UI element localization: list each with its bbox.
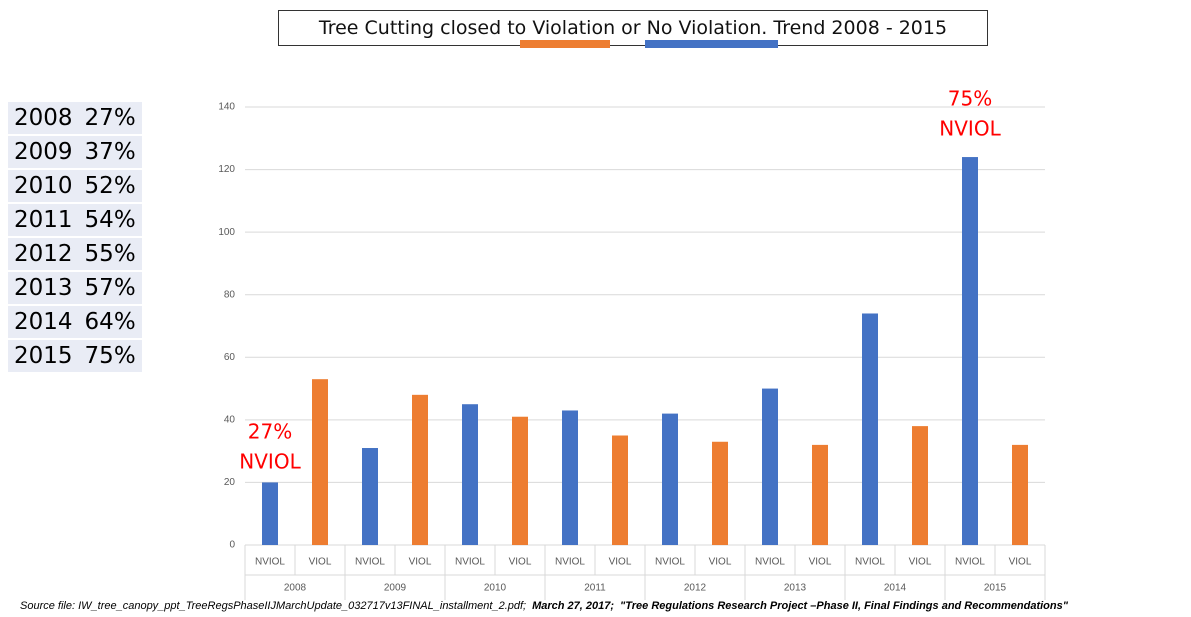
- x-tick-label: NVIOL: [855, 557, 885, 568]
- y-tick-label: 80: [224, 289, 236, 300]
- bar: [712, 441, 728, 545]
- year-cell: 2010: [8, 170, 79, 202]
- bar: [612, 435, 628, 545]
- year-cell: 2012: [8, 238, 79, 270]
- bar: [862, 313, 878, 545]
- x-tick-label: NVIOL: [255, 557, 285, 568]
- percent-cell: 52%: [78, 170, 142, 202]
- x-tick-label: VIOL: [1009, 557, 1032, 568]
- x-group-label: 2013: [784, 583, 807, 594]
- x-tick-label: NVIOL: [655, 557, 685, 568]
- x-tick-label: VIOL: [809, 557, 832, 568]
- annotation: 27%: [248, 420, 292, 444]
- x-group-label: 2014: [884, 583, 907, 594]
- year-cell: 2008: [8, 102, 79, 134]
- x-tick-label: NVIOL: [555, 557, 585, 568]
- year-cell: 2014: [8, 306, 79, 338]
- table-row: 2013 57%: [8, 272, 142, 304]
- percent-cell: 57%: [78, 272, 142, 304]
- y-tick-label: 100: [218, 227, 235, 238]
- bar: [962, 157, 978, 546]
- table-row: 2009 37%: [8, 136, 142, 168]
- x-group-label: 2012: [684, 583, 707, 594]
- legend-underline-violation: [520, 40, 610, 48]
- x-tick-label: NVIOL: [955, 557, 985, 568]
- table-row: 2012 55%: [8, 238, 142, 270]
- bar: [562, 410, 578, 545]
- percent-cell: 37%: [78, 136, 142, 168]
- y-tick-label: 140: [218, 102, 235, 113]
- y-tick-label: 0: [229, 540, 235, 551]
- x-group-label: 2008: [284, 583, 307, 594]
- annotation: NVIOL: [939, 117, 1001, 141]
- annotation: NVIOL: [239, 450, 301, 474]
- legend-underline-no-violation: [645, 40, 778, 48]
- x-tick-label: VIOL: [409, 557, 432, 568]
- y-tick-label: 120: [218, 164, 235, 175]
- x-tick-label: VIOL: [509, 557, 532, 568]
- y-tick-label: 20: [224, 477, 236, 488]
- table-row: 2011 54%: [8, 204, 142, 236]
- x-tick-label: VIOL: [709, 557, 732, 568]
- source-title: "Tree Regulations Research Project –Phas…: [620, 600, 1068, 612]
- x-group-label: 2009: [384, 583, 407, 594]
- x-group-label: 2011: [584, 583, 606, 594]
- bar: [762, 388, 778, 545]
- bar: [1012, 444, 1028, 545]
- bar: [512, 416, 528, 545]
- percent-cell: 75%: [78, 340, 142, 372]
- percent-cell: 64%: [78, 306, 142, 338]
- x-tick-label: NVIOL: [455, 557, 485, 568]
- x-tick-label: NVIOL: [755, 557, 785, 568]
- x-tick-label: VIOL: [909, 557, 932, 568]
- annotation: 75%: [948, 87, 992, 111]
- x-group-label: 2015: [984, 583, 1007, 594]
- year-cell: 2011: [8, 204, 79, 236]
- y-tick-label: 40: [224, 414, 236, 425]
- table-row: 2010 52%: [8, 170, 142, 202]
- percent-cell: 55%: [78, 238, 142, 270]
- bar: [662, 413, 678, 545]
- percent-table: 2008 27% 2009 37% 2010 52% 2011 54% 2012 55% 2013 5…: [8, 100, 142, 374]
- x-tick-label: VIOL: [609, 557, 632, 568]
- source-file: Source file: IW_tree_canopy_ppt_TreeRegs…: [20, 600, 527, 612]
- bar: [312, 379, 328, 545]
- table-row: 2015 75%: [8, 340, 142, 372]
- table-row: 2008 27%: [8, 102, 142, 134]
- year-cell: 2009: [8, 136, 79, 168]
- x-group-label: 2010: [484, 583, 507, 594]
- bar: [362, 448, 378, 545]
- bar: [412, 394, 428, 545]
- chart-title: Tree Cutting closed to Violation or No V…: [278, 10, 988, 46]
- year-cell: 2013: [8, 272, 79, 304]
- x-tick-label: NVIOL: [355, 557, 385, 568]
- source-note: Source file: IW_tree_canopy_ppt_TreeRegs…: [20, 600, 1068, 612]
- table-row: 2014 64%: [8, 306, 142, 338]
- percent-cell: 54%: [78, 204, 142, 236]
- y-tick-label: 60: [224, 352, 236, 363]
- percent-cell: 27%: [78, 102, 142, 134]
- bar: [462, 404, 478, 545]
- x-tick-label: VIOL: [309, 557, 332, 568]
- source-date: March 27, 2017;: [532, 600, 615, 612]
- year-cell: 2015: [8, 340, 79, 372]
- bar: [812, 444, 828, 545]
- bar: [912, 426, 928, 545]
- bar: [262, 482, 278, 545]
